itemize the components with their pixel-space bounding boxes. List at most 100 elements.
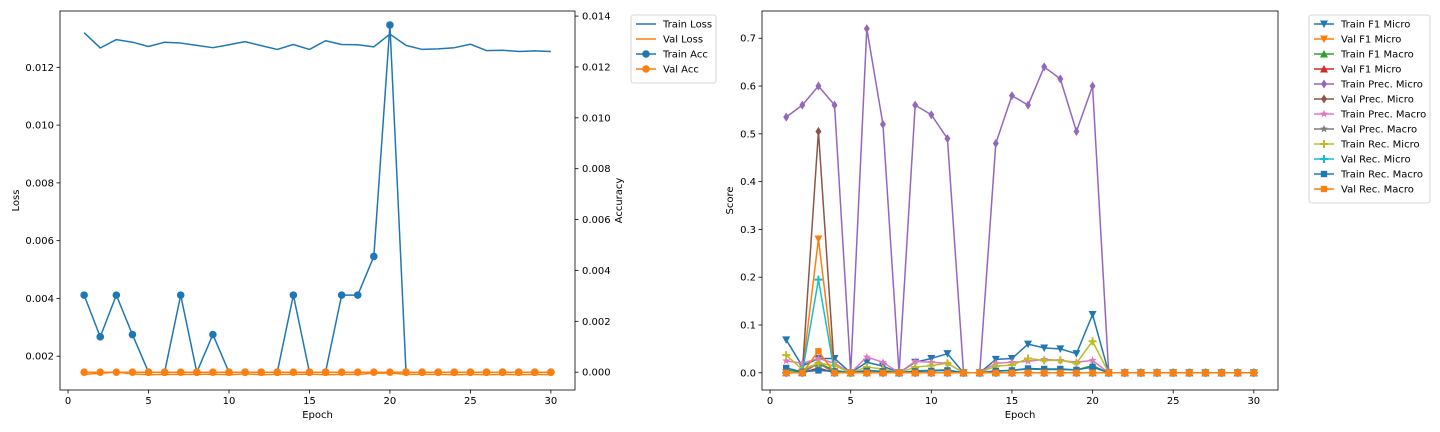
x-tick-label: 20 bbox=[384, 396, 397, 407]
data-point-train-acc bbox=[176, 291, 185, 299]
data-point-train-rec-micro bbox=[943, 359, 952, 368]
data-point-train-rec-macro bbox=[815, 367, 822, 374]
y-axis-label: Loss bbox=[11, 190, 22, 212]
legend-box bbox=[1308, 14, 1431, 204]
data-point-train-prec-micro bbox=[1025, 100, 1032, 110]
data-point-val-rec-macro bbox=[1218, 369, 1225, 376]
legend-marker-train-rec-macro bbox=[1320, 170, 1328, 178]
data-point-train-prec-micro bbox=[799, 100, 806, 110]
data-point-train-acc bbox=[337, 291, 346, 299]
data-point-val-acc bbox=[434, 368, 443, 376]
x-tick-label: 15 bbox=[1006, 396, 1019, 407]
data-point-train-f1-micro bbox=[943, 350, 952, 358]
legend-label-val-prec-micro: Val Prec. Micro bbox=[1341, 95, 1414, 106]
data-point-train-prec-macro bbox=[1088, 356, 1097, 364]
data-point-val-acc bbox=[547, 368, 555, 376]
data-point-val-acc bbox=[498, 368, 507, 376]
data-point-val-acc bbox=[482, 368, 491, 376]
data-point-val-acc bbox=[418, 368, 426, 376]
data-point-val-acc bbox=[402, 368, 410, 376]
data-point-val-f1-micro bbox=[814, 235, 823, 243]
data-point-val-rec-macro bbox=[976, 369, 983, 376]
data-point-train-prec-micro bbox=[1073, 126, 1080, 136]
data-point-train-f1-micro bbox=[1024, 340, 1033, 349]
data-point-val-acc bbox=[530, 368, 539, 376]
y2-tick-label: 0.000 bbox=[582, 368, 611, 379]
data-point-val-rec-macro bbox=[1169, 369, 1177, 376]
y2-tick-label: 0.006 bbox=[582, 215, 611, 226]
data-point-val-rec-micro bbox=[814, 275, 823, 284]
data-point-train-rec-micro bbox=[1056, 356, 1065, 365]
legend-marker-train-f1-micro bbox=[1320, 20, 1328, 28]
data-point-val-acc bbox=[337, 368, 346, 376]
legend-label-val-loss: Val Loss bbox=[663, 35, 703, 46]
y2-axis-label: Accuracy bbox=[614, 178, 625, 224]
legend-marker-train-prec-micro bbox=[1321, 79, 1327, 89]
legend-marker-val-f1-micro bbox=[1320, 35, 1328, 43]
x-tick-label: 10 bbox=[223, 396, 236, 407]
data-point-val-acc bbox=[128, 368, 137, 376]
data-point-train-rec-micro bbox=[1040, 356, 1049, 365]
data-point-val-rec-macro bbox=[879, 369, 887, 376]
series-val-prec-micro bbox=[783, 126, 1257, 378]
y-tick-label: 0.6 bbox=[740, 82, 756, 93]
data-point-train-rec-macro bbox=[782, 364, 790, 372]
data-point-val-rec-macro bbox=[1040, 369, 1048, 376]
legend-marker-train-f1-macro bbox=[1320, 50, 1328, 58]
y-tick-label: 0.010 bbox=[25, 121, 54, 132]
series-line-train-loss bbox=[83, 32, 551, 53]
data-point-val-acc bbox=[192, 368, 201, 376]
data-point-train-f1-micro bbox=[782, 336, 791, 344]
data-point-train-prec-micro bbox=[815, 81, 822, 91]
data-point-val-rec-macro bbox=[928, 369, 935, 376]
data-point-train-rec-micro bbox=[1024, 354, 1033, 363]
data-point-train-rec-macro bbox=[1089, 363, 1096, 371]
data-point-val-rec-macro bbox=[944, 369, 951, 376]
x-tick-label: 15 bbox=[303, 396, 316, 407]
data-point-train-prec-micro bbox=[1008, 91, 1015, 101]
legend-label-val-f1-micro: Val F1 Micro bbox=[1341, 35, 1401, 46]
legend-box bbox=[630, 14, 717, 84]
data-point-val-acc bbox=[386, 368, 394, 376]
data-point-val-acc bbox=[353, 368, 362, 376]
data-point-train-prec-micro bbox=[1089, 81, 1096, 91]
data-point-train-rec-micro bbox=[1072, 359, 1081, 368]
data-point-val-rec-macro bbox=[847, 369, 854, 376]
legend-label-train-acc: Train Acc bbox=[662, 50, 708, 61]
legend-label-train-f1-micro: Train F1 Micro bbox=[1340, 20, 1410, 31]
legend-marker-train-rec-micro bbox=[1320, 140, 1328, 148]
data-point-train-acc bbox=[386, 21, 394, 29]
data-point-train-prec-micro bbox=[944, 134, 951, 144]
legend-label-train-loss: Train Loss bbox=[662, 20, 712, 31]
data-point-train-f1-micro bbox=[862, 358, 871, 367]
y2-tick-label: 0.004 bbox=[582, 266, 611, 277]
y-tick-label: 0.1 bbox=[740, 321, 756, 332]
data-point-train-prec-macro bbox=[798, 359, 807, 367]
data-point-train-prec-macro bbox=[782, 356, 791, 365]
x-tick-label: 10 bbox=[925, 396, 938, 407]
y2-tick-label: 0.012 bbox=[582, 62, 611, 73]
legend-label-train-prec-micro: Train Prec. Micro bbox=[1340, 80, 1423, 91]
y-tick-label: 0.4 bbox=[740, 177, 756, 188]
y2-tick-label: 0.014 bbox=[582, 12, 611, 23]
data-point-train-f1-micro bbox=[1088, 310, 1097, 319]
y-axis-label: Score bbox=[725, 186, 736, 214]
data-point-train-prec-micro bbox=[912, 100, 919, 110]
legend-marker-val-f1-micro bbox=[1320, 65, 1328, 73]
data-point-val-rec-macro bbox=[782, 369, 790, 376]
legend-label-train-rec-macro: Train Rec. Macro bbox=[1340, 170, 1423, 181]
legend-marker-val-rec-micro bbox=[1320, 155, 1328, 163]
data-point-val-rec-macro bbox=[1202, 369, 1209, 376]
data-point-train-rec-micro bbox=[1088, 337, 1097, 346]
series-train-acc bbox=[80, 21, 555, 376]
data-point-train-prec-micro bbox=[1057, 74, 1064, 84]
series-train-prec-micro bbox=[783, 24, 1257, 378]
legend-label-val-f1-micro: Val F1 Micro bbox=[1341, 65, 1401, 76]
series-line-train-prec-micro bbox=[785, 27, 1254, 374]
y-tick-label: 0.3 bbox=[740, 225, 756, 236]
y-tick-label: 0.002 bbox=[25, 352, 54, 363]
data-point-train-rec-macro bbox=[1040, 365, 1048, 373]
data-point-val-acc bbox=[273, 368, 282, 376]
data-point-train-f1-micro bbox=[1072, 350, 1081, 358]
